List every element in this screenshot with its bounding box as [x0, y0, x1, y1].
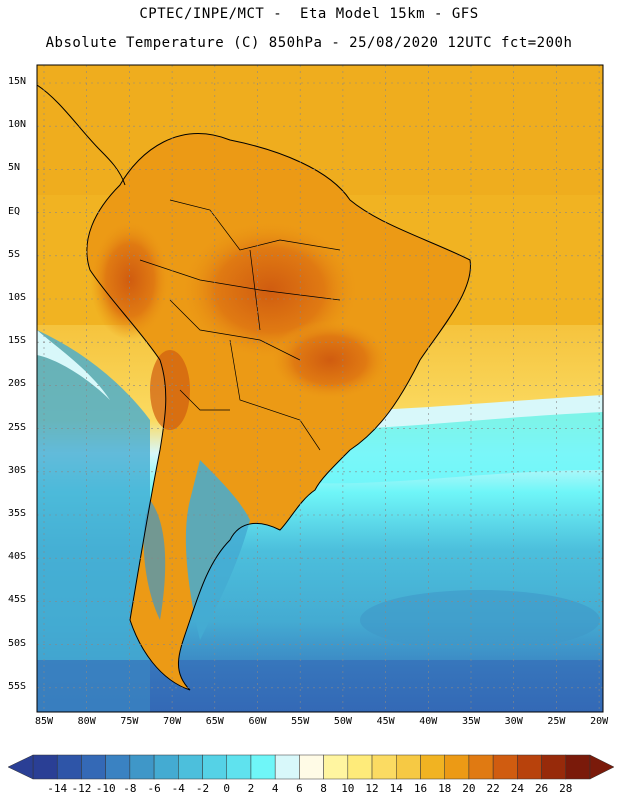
lon-label: 40W: [419, 716, 438, 727]
colorbar-label: -12: [71, 782, 92, 795]
colorbar-swatch: [274, 754, 300, 780]
lat-label: 30S: [8, 464, 27, 476]
colorbar-label: 20: [462, 782, 476, 795]
colorbar-high-arrow: [589, 754, 615, 780]
lat-label: 40S: [8, 551, 27, 563]
colorbar-swatch: [250, 754, 276, 780]
colorbar-label: -6: [147, 782, 161, 795]
colorbar-label: 28: [559, 782, 573, 795]
colorbar-swatch: [202, 754, 227, 780]
colorbar-swatch: [347, 754, 373, 780]
colorbar-label: 4: [271, 782, 279, 795]
colorbar-label: 8: [320, 782, 327, 795]
lat-label: 5S: [8, 248, 21, 260]
colorbar-low-arrow: [7, 754, 34, 780]
colorbar-label: 16: [413, 782, 428, 795]
colorbar-swatch: [105, 754, 131, 780]
colorbar-swatch: [56, 754, 82, 780]
lon-label: 20W: [590, 716, 609, 727]
colorbar-swatch: [226, 754, 252, 780]
colorbar-swatch: [541, 754, 567, 780]
colorbar-swatch: [371, 754, 397, 780]
lat-label: 10N: [8, 119, 27, 131]
lon-label: 75W: [120, 716, 139, 727]
colorbar-label: -10: [95, 782, 116, 795]
colorbar-swatch: [178, 754, 203, 780]
colorbar-label: 12: [365, 782, 379, 795]
lon-label: 80W: [77, 716, 96, 727]
colorbar-label: -8: [123, 782, 137, 795]
lon-label: 70W: [163, 716, 182, 727]
colorbar-swatch: [468, 754, 494, 780]
country-borders: [139, 199, 341, 451]
colorbar-swatch: [323, 754, 349, 780]
lat-label: EQ: [8, 205, 21, 217]
colorbar-label: 2: [247, 782, 255, 795]
lon-label: 85W: [34, 716, 54, 727]
colorbar-swatch: [32, 754, 58, 780]
colorbar-label: 22: [486, 782, 500, 795]
lat-label: 5N: [8, 162, 21, 174]
colorbar-label: 24: [510, 782, 524, 795]
title-line-2: Absolute Temperature (C) 850hPa - 25/08/…: [45, 35, 573, 51]
lat-label: 45S: [8, 594, 27, 606]
south-america-land: [86, 133, 471, 690]
colorbar-swatch: [492, 754, 518, 780]
colorbar-swatch: [444, 754, 470, 780]
colorbar-label: -2: [195, 782, 210, 795]
colorbar-swatch: [153, 754, 179, 780]
lat-label: 55S: [8, 680, 27, 692]
colorbar-label: 6: [296, 782, 303, 795]
lat-label: 10S: [8, 292, 27, 303]
lat-label: 50S: [8, 637, 27, 649]
lat-label: 20S: [8, 378, 27, 390]
colorbar: [7, 754, 615, 780]
lat-label: 25S: [8, 421, 27, 433]
lon-label: 55W: [291, 716, 310, 727]
lat-lon-grid: [37, 65, 603, 712]
colorbar-swatch: [81, 754, 106, 780]
lon-label: 50W: [333, 716, 352, 727]
lon-label: 65W: [205, 716, 224, 727]
colorbar-label: -4: [171, 782, 185, 795]
colorbar-swatch: [299, 754, 324, 780]
lat-label: 15N: [8, 76, 27, 87]
colorbar-label: 18: [438, 782, 452, 795]
colorbar-label: 10: [341, 782, 355, 795]
colorbar-swatch: [129, 754, 155, 780]
colorbar-label: 0: [223, 782, 231, 795]
lat-label: 15S: [8, 335, 27, 347]
lon-label: 35W: [461, 716, 481, 727]
colorbar-label: 26: [534, 782, 549, 795]
lat-label: 35S: [8, 508, 27, 519]
lon-label: 25W: [547, 716, 566, 727]
lon-label: 60W: [248, 716, 267, 727]
colorbar-swatch: [565, 754, 591, 780]
central-america-coast: [37, 84, 126, 186]
temperature-field: [37, 65, 603, 712]
colorbar-swatch: [517, 754, 542, 780]
title-line-1: CPTEC/INPE/MCT - Eta Model 15km - GFS: [139, 6, 479, 22]
map-frame: [36, 64, 604, 713]
colorbar-swatch: [420, 754, 445, 780]
colorbar-label: 14: [389, 782, 403, 795]
colorbar-label: -14: [47, 782, 68, 795]
lon-label: 30W: [504, 716, 523, 727]
colorbar-swatch: [396, 754, 421, 780]
lon-label: 45W: [376, 716, 395, 727]
